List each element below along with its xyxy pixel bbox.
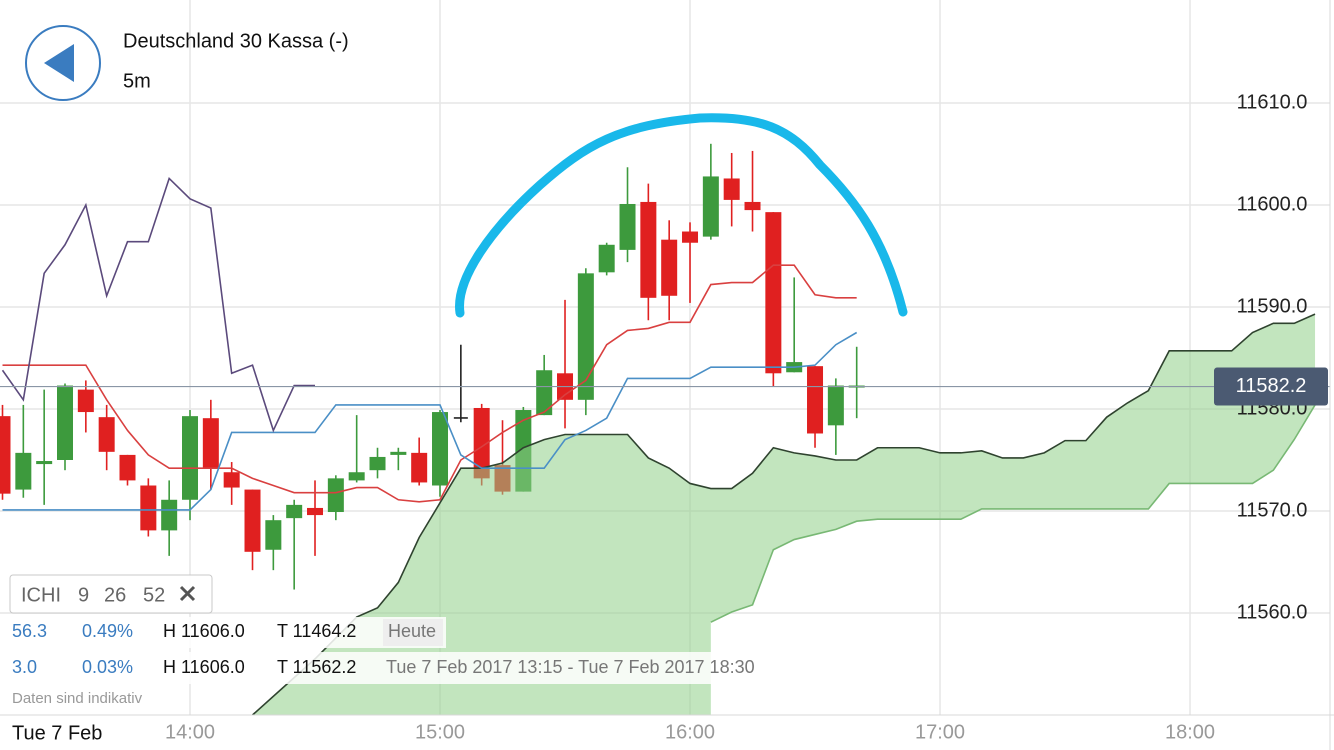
candle-body: [619, 203, 636, 250]
y-tick-label: 11560.0: [1237, 601, 1308, 623]
indicator-line: [2, 331, 858, 511]
indicator-param: 26: [104, 584, 126, 606]
candle-body: [807, 366, 824, 434]
hand-drawn-arc: [455, 113, 908, 318]
candle-body: [286, 504, 303, 519]
disclaimer: Daten sind indikativ: [12, 690, 143, 707]
candle-body: [390, 451, 407, 455]
x-tick-label: 17:00: [915, 721, 965, 743]
candle-body: [140, 485, 157, 531]
candle-body: [15, 452, 32, 490]
cloud-area: [252, 314, 1316, 715]
candle-body: [744, 201, 761, 211]
close-icon[interactable]: [179, 585, 196, 602]
candle-body: [473, 407, 490, 479]
info-range: Tue 7 Feb 2017 13:15 - Tue 7 Feb 2017 18…: [386, 657, 755, 677]
info-high: H 11606.0: [163, 621, 245, 641]
indicator-line: [2, 264, 857, 503]
candle-body: [369, 456, 386, 471]
candle-body: [432, 412, 449, 486]
candle-body: [223, 472, 240, 488]
candle-body: [723, 178, 740, 200]
cloud-layer: [251, 313, 1316, 715]
indicator-line: [1, 177, 316, 433]
candle-body: [202, 418, 219, 469]
cloud-span-b: [710, 404, 1316, 623]
candle-body: [161, 499, 178, 531]
instrument-title: Deutschland 30 Kassa (-): [123, 30, 349, 52]
x-tick-label: 15:00: [415, 721, 465, 743]
date-label-bg: [0, 717, 122, 750]
candle-body: [453, 417, 468, 419]
candle-body: [77, 389, 94, 413]
y-tick-label: 11600.0: [1237, 193, 1308, 215]
info-high: H 11606.0: [163, 657, 245, 677]
candle-body: [598, 244, 615, 273]
x-tick-label: 18:00: [1165, 721, 1215, 743]
candle-body: [182, 416, 199, 500]
axis-layer: 11560.011570.011580.011590.011600.011610…: [165, 91, 1328, 743]
candle-body: [36, 461, 53, 465]
candle-body: [244, 489, 261, 552]
line-layer: [0, 177, 1330, 511]
back-arrow[interactable]: [44, 44, 74, 82]
candle-body: [98, 417, 115, 452]
candle-body: [348, 472, 365, 481]
indicator-name: ICHI: [21, 584, 61, 606]
candle-body: [119, 454, 136, 481]
info-range: Heute: [388, 621, 436, 641]
cloud-span-a: [251, 313, 1316, 715]
last-price-box: [1214, 367, 1328, 406]
indicator-param: 52: [143, 584, 165, 606]
candle-body: [265, 520, 282, 550]
info-low: T 11562.2: [277, 657, 356, 677]
info-value: 56.3: [12, 621, 47, 641]
info-percent: 0.49%: [82, 621, 133, 641]
y-tick-label: 11590.0: [1237, 295, 1308, 317]
indicator-param: 9: [78, 584, 89, 606]
candle-body: [0, 416, 11, 494]
candle-layer: [0, 143, 865, 590]
x-tick-label: 14:00: [165, 721, 215, 743]
candle-body: [411, 452, 428, 483]
candle-body: [57, 385, 74, 460]
candle-body: [307, 507, 324, 516]
y-tick-label: 11610.0: [1237, 91, 1308, 113]
info-tag-bg: [383, 619, 443, 646]
info-percent: 0.03%: [82, 657, 133, 677]
info-value: 3.0: [12, 657, 37, 677]
candle-body: [682, 231, 699, 243]
info-low: T 11464.2: [277, 621, 356, 641]
info-row-bg: [6, 617, 446, 648]
candle-body: [640, 201, 657, 298]
candle-body: [327, 478, 344, 513]
indicator-box[interactable]: [9, 574, 213, 614]
date-label: Tue 7 Feb: [12, 722, 102, 744]
y-tick-label: 11570.0: [1237, 499, 1308, 521]
candle-body: [765, 212, 782, 374]
x-tick-label: 16:00: [665, 721, 715, 743]
candle-body: [702, 176, 719, 237]
candle-body: [577, 273, 594, 400]
candle-body: [661, 239, 678, 296]
candle-body: [536, 370, 553, 416]
candle-body: [827, 385, 844, 426]
interval: 5m: [123, 70, 151, 92]
info-row-bg: [6, 652, 806, 684]
last-price-label: 11582.2: [1236, 375, 1307, 397]
